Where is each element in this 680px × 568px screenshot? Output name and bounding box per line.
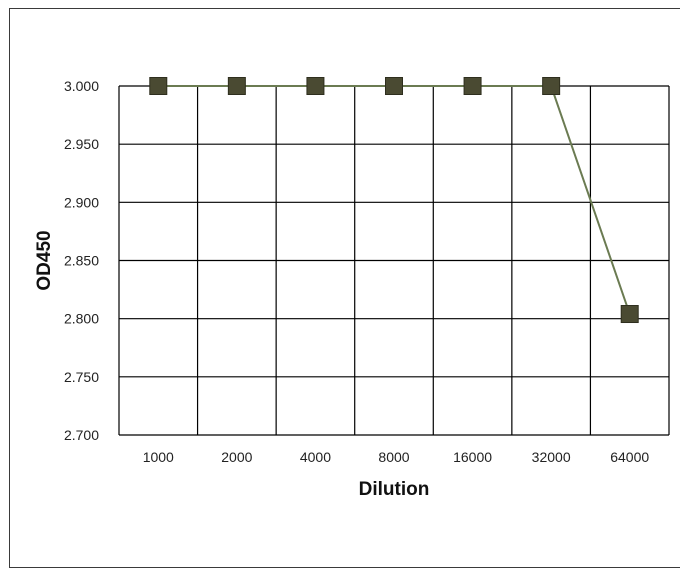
data-point-marker (149, 77, 168, 95)
data-point-marker (227, 77, 246, 95)
y-tick-label: 2.800 (64, 311, 99, 327)
y-tick-label: 2.900 (64, 194, 99, 210)
x-tick-label: 1000 (143, 449, 174, 465)
data-point-marker (463, 77, 482, 95)
y-tick-label: 2.700 (64, 427, 99, 443)
x-axis-title: Dilution (359, 479, 430, 500)
grid-lines (118, 85, 670, 436)
y-tick-labels: 3.000 2.950 2.900 2.850 2.800 2.750 2.700 (64, 78, 99, 443)
y-axis-title: OD450 (34, 230, 55, 290)
x-tick-label: 64000 (610, 449, 649, 465)
series-polyline (158, 85, 631, 315)
data-point-marker (620, 305, 639, 324)
y-tick-label: 2.950 (64, 136, 99, 152)
y-tick-label: 2.850 (64, 253, 99, 269)
x-tick-label: 4000 (300, 449, 331, 465)
x-tick-label: 16000 (453, 449, 492, 465)
x-tick-label: 2000 (221, 449, 252, 465)
data-point-marker (542, 77, 561, 95)
x-tick-label: 32000 (532, 449, 571, 465)
data-point-marker (385, 77, 403, 95)
y-tick-label: 3.000 (64, 78, 99, 94)
y-tick-label: 2.750 (64, 369, 99, 385)
series-line (158, 85, 631, 315)
data-point-marker (306, 77, 325, 95)
x-tick-labels: 1000 2000 4000 8000 16000 32000 64000 (143, 449, 650, 465)
series-markers (149, 77, 639, 324)
od450-dilution-chart: 3.000 2.950 2.900 2.850 2.800 2.750 2.700 1000… (34, 77, 670, 500)
x-tick-label: 8000 (378, 449, 409, 465)
